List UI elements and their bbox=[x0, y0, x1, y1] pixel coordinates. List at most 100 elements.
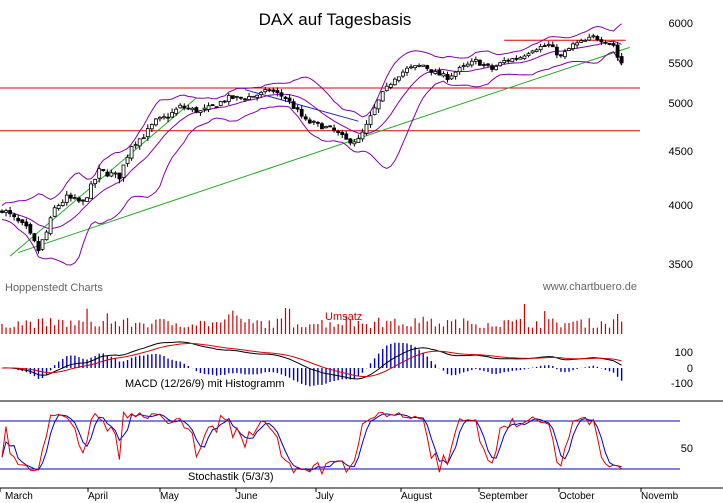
candle-68 bbox=[275, 87, 280, 97]
candle-body bbox=[101, 169, 106, 171]
candle-45 bbox=[182, 103, 187, 111]
candle-128 bbox=[518, 56, 523, 60]
y-tick-6000: 6000 bbox=[669, 18, 693, 30]
candle-body bbox=[538, 46, 543, 51]
candle-body bbox=[243, 98, 247, 101]
candle-body bbox=[247, 96, 251, 100]
candle-body bbox=[559, 54, 563, 57]
x-tick-june: June bbox=[236, 491, 258, 502]
candle-150 bbox=[607, 43, 612, 46]
candle-1 bbox=[4, 208, 8, 217]
candle-70 bbox=[283, 95, 288, 102]
candle-58 bbox=[234, 95, 239, 101]
candle-body bbox=[619, 56, 624, 64]
candle-body bbox=[303, 116, 308, 120]
x-tick-november: Novemb bbox=[641, 491, 679, 502]
candle-151 bbox=[611, 41, 616, 48]
stoch-d-line bbox=[1, 413, 622, 471]
candle-95 bbox=[384, 82, 389, 92]
price-panel bbox=[0, 23, 640, 266]
candle-body bbox=[275, 90, 280, 94]
candle-body bbox=[32, 233, 37, 242]
candle-31 bbox=[125, 154, 130, 167]
candle-25 bbox=[101, 169, 106, 172]
candle-27 bbox=[109, 169, 114, 178]
candle-109 bbox=[441, 71, 446, 78]
candle-body bbox=[320, 123, 324, 130]
candle-body bbox=[186, 107, 191, 110]
candle-87 bbox=[352, 139, 357, 147]
candle-body bbox=[20, 219, 25, 224]
candle-body bbox=[12, 214, 17, 218]
candle-17 bbox=[68, 192, 73, 202]
candle-body bbox=[222, 100, 227, 103]
candle-77 bbox=[311, 119, 316, 126]
chart-title: DAX auf Tagesbasis bbox=[259, 10, 412, 29]
candle-body bbox=[583, 39, 588, 42]
volume-label: Umsatz bbox=[325, 311, 362, 323]
candle-140 bbox=[567, 47, 571, 51]
candle-body bbox=[73, 197, 77, 199]
candle-51 bbox=[206, 102, 211, 113]
candle-83 bbox=[336, 129, 341, 136]
candle-body bbox=[194, 107, 199, 113]
candle-72 bbox=[291, 98, 296, 109]
candle-57 bbox=[230, 95, 235, 100]
candle-body bbox=[113, 172, 118, 175]
candle-30 bbox=[121, 164, 126, 182]
candle-38 bbox=[153, 117, 158, 127]
candle-46 bbox=[186, 104, 191, 110]
candle-body bbox=[162, 116, 166, 119]
candle-body bbox=[380, 91, 385, 102]
candle-50 bbox=[202, 104, 207, 113]
candle-body bbox=[579, 40, 584, 43]
candle-body bbox=[158, 116, 162, 120]
trend-line-1 bbox=[9, 97, 197, 257]
candle-body bbox=[137, 138, 142, 147]
candle-21 bbox=[85, 197, 89, 202]
candle-96 bbox=[388, 82, 393, 90]
candle-144 bbox=[583, 38, 588, 42]
candle-116 bbox=[469, 58, 474, 68]
candle-body bbox=[259, 92, 264, 96]
candle-147 bbox=[595, 34, 600, 42]
candle-115 bbox=[465, 61, 470, 68]
candle-123 bbox=[498, 61, 503, 67]
candle-body bbox=[141, 137, 146, 140]
candle-body bbox=[409, 66, 413, 69]
candle-body bbox=[315, 122, 320, 124]
candle-body bbox=[433, 71, 438, 74]
axes bbox=[0, 487, 723, 492]
candle-148 bbox=[599, 36, 604, 45]
candle-62 bbox=[251, 95, 256, 98]
candle-107 bbox=[433, 68, 438, 75]
candle-6 bbox=[24, 218, 29, 230]
candle-body bbox=[336, 130, 341, 133]
candle-106 bbox=[429, 69, 434, 76]
candle-body bbox=[603, 41, 608, 44]
x-tick-august: August bbox=[401, 491, 432, 502]
candle-40 bbox=[162, 113, 166, 120]
candle-body bbox=[522, 55, 527, 60]
candle-33 bbox=[133, 141, 138, 149]
candle-11 bbox=[44, 229, 49, 241]
candle-142 bbox=[575, 40, 579, 49]
candle-125 bbox=[506, 58, 511, 64]
candle-body bbox=[145, 128, 150, 138]
candle-2 bbox=[8, 206, 13, 218]
source-left: Hoppenstedt Charts bbox=[5, 282, 103, 294]
candle-85 bbox=[344, 131, 349, 140]
candle-35 bbox=[141, 133, 146, 140]
candle-body bbox=[376, 99, 381, 110]
candle-149 bbox=[603, 40, 608, 45]
candle-body bbox=[4, 210, 8, 213]
candle-body bbox=[283, 96, 288, 99]
candle-body bbox=[449, 75, 454, 80]
candle-37 bbox=[149, 123, 154, 132]
candle-4 bbox=[16, 214, 21, 224]
candle-138 bbox=[559, 53, 563, 58]
candle-13 bbox=[52, 205, 57, 218]
macd-line bbox=[1, 341, 622, 380]
candle-body bbox=[477, 59, 482, 66]
candle-body bbox=[60, 201, 65, 206]
